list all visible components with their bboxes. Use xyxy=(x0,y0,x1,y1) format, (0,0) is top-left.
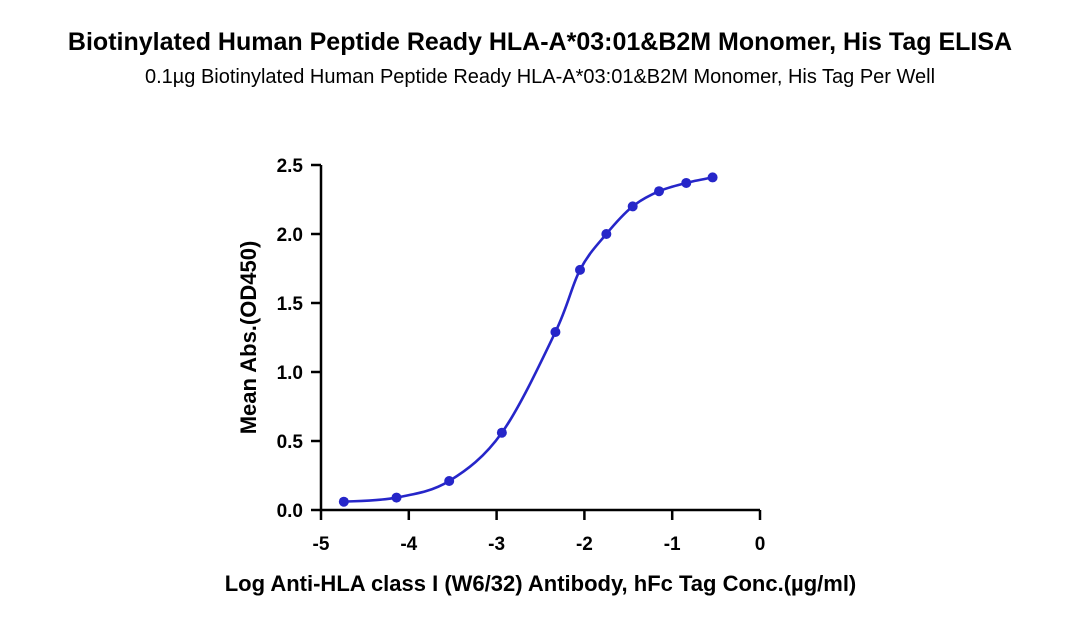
x-tick-label: -4 xyxy=(400,534,417,555)
y-tick-label: 1.0 xyxy=(277,363,303,384)
x-tick-label: -5 xyxy=(313,534,330,555)
data-point xyxy=(391,492,402,503)
data-point xyxy=(575,264,586,275)
x-axis-label: Log Anti-HLA class I (W6/32) Antibody, h… xyxy=(225,571,857,596)
x-tick-label: -2 xyxy=(576,534,593,555)
data-point xyxy=(550,326,561,337)
data-point xyxy=(707,172,718,183)
data-point xyxy=(601,229,612,239)
x-tick-label: -3 xyxy=(488,534,505,555)
axes: 0.0 0.5 1.0 1.5 2.0 2.5 -5 -4 -3 -2 -1 0 xyxy=(277,156,766,555)
data-point xyxy=(627,201,638,212)
y-tick-label: 1.5 xyxy=(277,294,304,315)
chart-subtitle: 0.1µg Biotinylated Human Peptide Ready H… xyxy=(144,66,936,88)
y-tick-label: 2.5 xyxy=(277,156,304,177)
data-point xyxy=(654,186,665,197)
data-point xyxy=(338,496,349,507)
fit-curve xyxy=(343,176,713,504)
data-point xyxy=(681,177,692,188)
data-points-layer xyxy=(338,172,718,507)
x-tick-label: 0 xyxy=(755,534,766,555)
x-tick-label: -1 xyxy=(664,534,681,555)
y-tick-label: 0.0 xyxy=(277,501,303,522)
y-tick-label: 2.0 xyxy=(277,225,303,246)
y-axis-label: Mean Abs.(OD450) xyxy=(236,241,261,435)
chart-title: Biotinylated Human Peptide Ready HLA-A*0… xyxy=(67,28,1013,56)
data-point xyxy=(496,427,507,438)
data-point xyxy=(444,476,455,487)
fit-curve-layer xyxy=(343,176,713,504)
y-tick-label: 0.5 xyxy=(277,432,304,453)
